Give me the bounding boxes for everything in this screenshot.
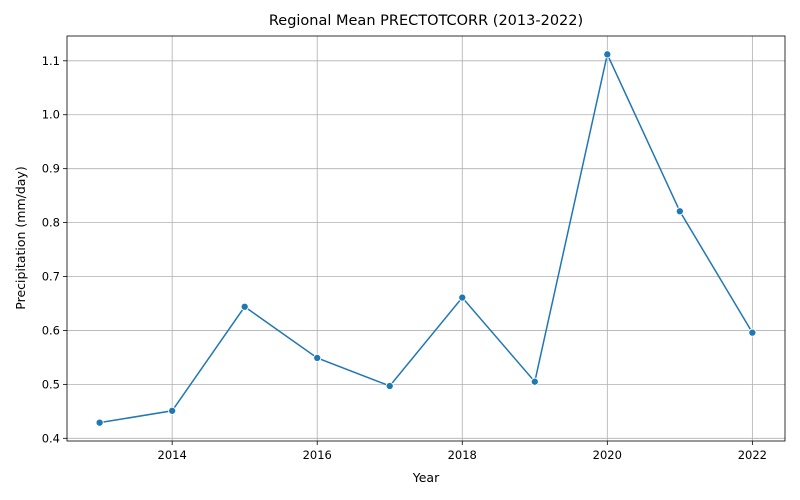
grid-lines	[67, 36, 785, 441]
chart-title: Regional Mean PRECTOTCORR (2013-2022)	[269, 13, 583, 29]
data-point	[748, 328, 757, 337]
y-tick-label: 0.6	[42, 323, 60, 337]
y-tick-label: 0.5	[42, 377, 60, 391]
y-tick-label: 0.8	[42, 216, 60, 230]
x-tick-label: 2022	[738, 448, 767, 462]
data-point	[95, 418, 104, 427]
x-tick-label: 2020	[593, 448, 622, 462]
y-axis-ticks: 0.4 0.5 0.6 0.7 0.8 0.9 1.0 1.1	[42, 54, 67, 445]
data-point	[313, 353, 322, 363]
data-point	[603, 50, 612, 59]
y-tick-label: 0.7	[42, 270, 60, 284]
data-point	[458, 293, 467, 302]
data-point	[240, 302, 249, 311]
x-axis-ticks: 2014 2016 2018 2020 2022	[158, 441, 767, 462]
data-point	[168, 406, 177, 415]
x-axis-label: Year	[412, 470, 440, 485]
data-point	[530, 377, 539, 386]
x-tick-label: 2018	[448, 448, 477, 462]
y-tick-label: 0.9	[42, 162, 60, 176]
y-tick-label: 1.1	[42, 54, 60, 68]
data-point	[385, 381, 394, 391]
axes	[66, 35, 786, 442]
series-line	[99, 52, 754, 424]
series-group	[95, 50, 757, 427]
x-tick-label: 2016	[303, 448, 332, 462]
x-tick-label: 2014	[158, 448, 187, 462]
y-axis-label: Precipitation (mm/day)	[13, 166, 28, 309]
y-tick-label: 0.4	[42, 431, 60, 445]
plot-frame	[66, 35, 786, 442]
y-tick-label: 1.0	[42, 108, 60, 122]
data-point	[675, 207, 684, 216]
